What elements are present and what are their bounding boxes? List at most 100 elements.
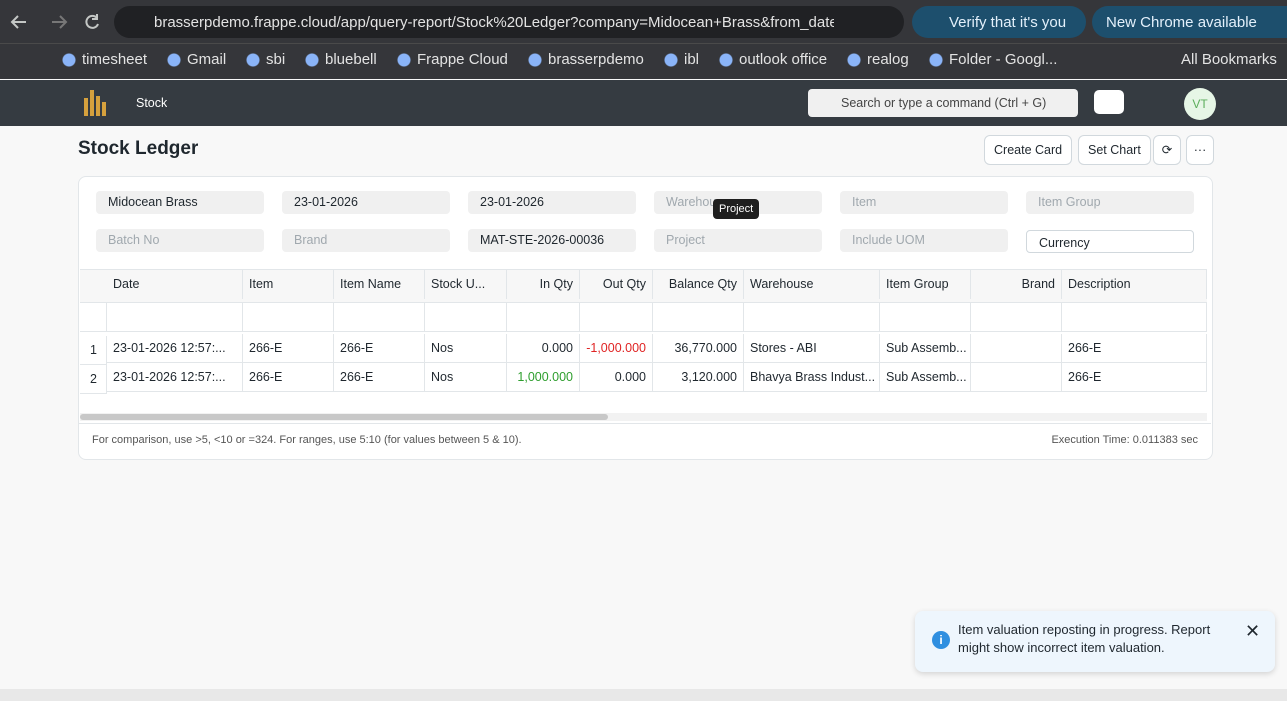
table-cell[interactable]: 23-01-2026 12:57:... [107,363,243,392]
refresh-button[interactable]: ⟳ [1153,135,1181,165]
filter-input[interactable]: 23-01-2026 [282,191,450,214]
page-title: Stock Ledger [78,138,199,159]
table-cell[interactable] [971,334,1062,363]
verify[interactable]: Verify that it's you [949,14,1067,31]
table-cell[interactable]: 0.000 [580,363,653,392]
row-index: 1 [80,336,107,365]
browser-bar: brasserpdemo.frappe.cloud/app/query-repo… [0,0,1287,43]
filter-cell[interactable] [744,303,880,332]
bookmark[interactable]: sbi [246,51,286,68]
filter-input[interactable]: 23-01-2026 [468,191,636,214]
bookmark[interactable]: timesheet [62,51,148,68]
logo[interactable] [84,88,106,118]
url[interactable]: brasserpdemo.frappe.cloud/app/query-repo… [154,14,834,31]
table-cell[interactable]: 266-E [1062,334,1207,363]
filter-cell[interactable] [971,303,1062,332]
filter-cell[interactable] [880,303,971,332]
info-icon: i [932,631,950,649]
row-index: 2 [80,365,107,394]
filter-cell[interactable] [1062,303,1207,332]
divider [79,423,1211,424]
table-cell[interactable]: Nos [425,363,507,392]
page-button[interactable]: Set Chart [1078,135,1151,165]
table-cell[interactable]: -1,000.000 [580,334,653,363]
filter-cell[interactable] [243,303,334,332]
column-header: Item Group [880,270,971,299]
toast: i Item valuation reposting in progress. … [915,611,1275,672]
column-header: Item Name [334,270,425,299]
table-cell[interactable]: 3,120.000 [653,363,744,392]
report-card [78,176,1213,460]
all-bookmarks[interactable]: All Bookmarks [1181,51,1277,68]
column-header: Description [1062,270,1207,299]
column-header: Item [243,270,334,299]
bookmark[interactable]: Frappe Cloud [397,51,508,68]
filter-cell [80,303,107,332]
table-cell[interactable]: 0.000 [507,334,580,363]
filter-input[interactable]: Item Group [1026,191,1194,214]
execution-time: Execution Time: 0.011383 sec [1051,434,1198,446]
table-cell[interactable]: Nos [425,334,507,363]
table-header [80,269,1207,303]
filter-cell[interactable] [507,303,580,332]
bookmark[interactable]: realog [847,51,909,68]
table-cell[interactable]: Sub Assemb... [880,334,971,363]
table-cell[interactable]: 266-E [334,334,425,363]
bookmark[interactable]: Gmail [167,51,227,68]
toast-close[interactable]: ✕ [1245,621,1261,641]
help-button[interactable] [1094,90,1124,114]
verify-chip[interactable] [912,6,1086,38]
avatar[interactable]: VT [1184,88,1216,120]
filter-cell[interactable] [580,303,653,332]
page-button[interactable]: Create Card [984,135,1073,165]
filter-cell[interactable] [653,303,744,332]
address-bar[interactable] [114,6,904,38]
menu-button[interactable]: ··· [1186,135,1214,165]
column-header: In Qty [507,270,580,299]
table-cell[interactable]: 1,000.000 [507,363,580,392]
filter-input[interactable]: Brand [282,229,450,252]
bookmark[interactable]: ibl [664,51,700,68]
table-cell[interactable]: 266-E [334,363,425,392]
breadcrumb[interactable]: Stock [136,96,168,110]
update-chip[interactable] [1092,6,1287,38]
nav-buttons[interactable] [8,10,103,34]
table-cell[interactable]: 266-E [243,363,334,392]
filter-input[interactable]: Midocean Brass [96,191,264,214]
table-cell[interactable]: 36,770.000 [653,334,744,363]
page-scrollbar [0,689,1287,701]
column-header: Brand [971,270,1062,299]
bookmark[interactable]: outlook office [719,51,828,68]
hint: For comparison, use >5, <10 or =324. For… [92,434,522,446]
tooltip: Project [713,199,760,219]
table-cell[interactable]: 23-01-2026 12:57:... [107,334,243,363]
filter-input[interactable]: Currency [1026,230,1194,253]
filter-input[interactable]: Batch No [96,229,264,252]
table-cell[interactable]: Stores - ABI [744,334,880,363]
table-cell[interactable]: Sub Assemb... [880,363,971,392]
column-header: Date [107,270,243,299]
table-cell[interactable]: Bhavya Brass Indust... [744,363,880,392]
filter-input[interactable]: MAT-STE-2026-00036 [468,229,636,252]
search-box[interactable] [808,89,1078,117]
filter-input[interactable]: Project [654,229,822,252]
column-header: Stock U... [425,270,507,299]
filter-input[interactable]: Item [840,191,1008,214]
search-placeholder[interactable]: Search or type a command (Ctrl + G) [841,96,1047,110]
bookmark[interactable]: brasserpdemo [528,51,644,68]
column-header: Out Qty [580,270,653,299]
table-cell[interactable] [971,363,1062,392]
column-header: Balance Qty [653,270,744,299]
scroll-thumb[interactable] [80,414,608,420]
bookmark[interactable]: bluebell [305,51,377,68]
filter-cell[interactable] [334,303,425,332]
bookmark[interactable]: Folder - Googl... [929,51,1058,68]
table-cell[interactable]: 266-E [243,334,334,363]
filter-input[interactable]: Include UOM [840,229,1008,252]
table-cell[interactable]: 266-E [1062,363,1207,392]
column-header: Warehouse [744,270,880,299]
filter-cell[interactable] [425,303,507,332]
update[interactable]: New Chrome available [1106,14,1257,31]
filter-cell[interactable] [107,303,243,332]
